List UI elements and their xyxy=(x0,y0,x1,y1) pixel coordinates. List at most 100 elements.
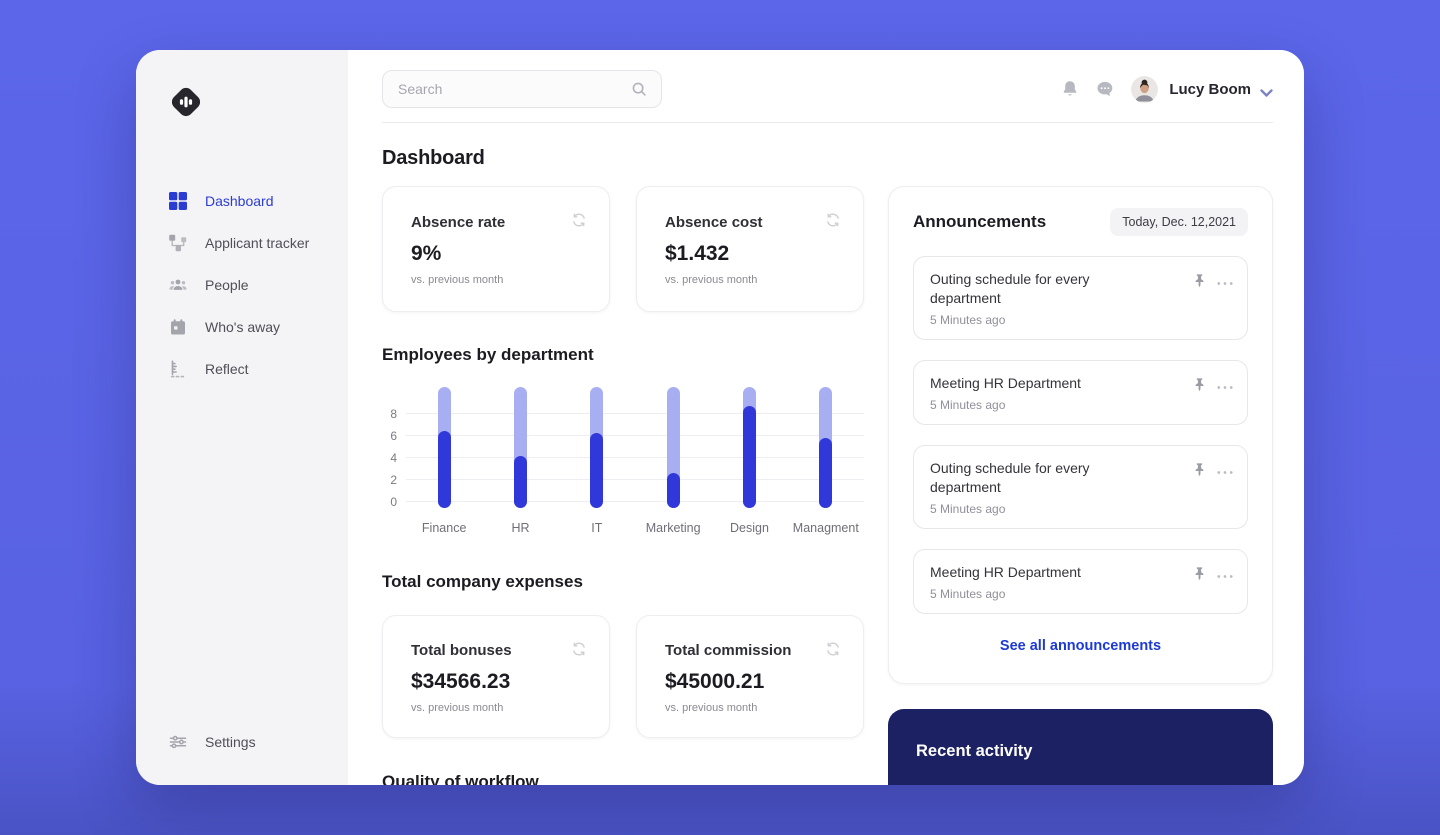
search-box xyxy=(382,70,662,108)
sidebar-item-dashboard[interactable]: Dashboard xyxy=(136,180,348,222)
sidebar-item-label: Applicant tracker xyxy=(205,235,310,251)
gridline xyxy=(406,435,864,436)
people-group-icon xyxy=(169,279,187,290)
stat-value: $34566.23 xyxy=(411,670,511,693)
chart-plot xyxy=(406,387,864,508)
sidebar-item-applicant-tracker[interactable]: Applicant tracker xyxy=(136,222,348,264)
pin-icon[interactable] xyxy=(1192,273,1207,288)
expenses-heading: Total company expenses xyxy=(382,572,583,591)
bar-track xyxy=(666,387,680,508)
messages-chat-icon[interactable] xyxy=(1095,79,1115,99)
stat-title: Absence rate xyxy=(411,214,506,231)
sidebar-item-whos-away[interactable]: Who's away xyxy=(136,306,348,348)
sitemap-icon xyxy=(169,234,187,252)
stat-caption: vs. previous month xyxy=(411,702,504,714)
user-avatar[interactable] xyxy=(1131,75,1159,103)
stat-title: Total bonuses xyxy=(411,642,512,659)
x-tick-label: Managment xyxy=(792,521,859,535)
bar-fill xyxy=(513,455,527,508)
more-options-icon[interactable] xyxy=(1217,569,1233,584)
workflow-heading: Quality of workflow xyxy=(382,772,539,785)
y-tick-label: 4 xyxy=(390,451,397,465)
sidebar-item-label: Who's away xyxy=(205,319,281,335)
bar-fill xyxy=(590,432,604,508)
sidebar-item-people[interactable]: People xyxy=(136,264,348,306)
announcement-text: Meeting HR Department 5 Minutes ago xyxy=(930,374,1192,412)
gridline xyxy=(406,501,864,502)
x-tick-label: IT xyxy=(591,521,603,535)
main-area: Lucy Boom Dashboard Absence rate xyxy=(348,50,1304,785)
search-icon[interactable] xyxy=(630,80,648,98)
bar-fill xyxy=(742,406,756,508)
announcement-title: Outing schedule for every department xyxy=(930,271,1090,306)
bar-track xyxy=(437,387,451,508)
y-tick-label: 0 xyxy=(390,495,397,509)
pin-icon[interactable] xyxy=(1192,377,1207,392)
more-options-icon[interactable] xyxy=(1217,276,1233,291)
announcement-title: Meeting HR Department xyxy=(930,564,1081,580)
x-tick-label: Finance xyxy=(421,521,467,535)
absence-cost-card: Absence cost $1.432 vs. previous month xyxy=(636,186,864,312)
pin-icon[interactable] xyxy=(1192,566,1207,581)
chevron-down-icon[interactable] xyxy=(1260,85,1273,97)
y-tick-label: 6 xyxy=(390,429,397,443)
announcements-title: Announcements xyxy=(913,212,1047,231)
announcement-item[interactable]: Outing schedule for every department 5 M… xyxy=(913,256,1248,340)
chart-bars xyxy=(406,387,864,508)
notifications-bell-icon[interactable] xyxy=(1060,79,1080,99)
announcement-item[interactable]: Meeting HR Department 5 Minutes ago xyxy=(913,549,1248,614)
sidebar-item-label: Dashboard xyxy=(205,193,274,209)
sidebar-item-label: Reflect xyxy=(205,361,249,377)
refresh-icon[interactable] xyxy=(825,641,841,657)
bar-fill xyxy=(819,438,833,508)
refresh-icon[interactable] xyxy=(571,641,587,657)
sliders-icon xyxy=(169,735,187,749)
page-title: Dashboard xyxy=(382,147,485,169)
y-tick-label: 8 xyxy=(390,407,397,421)
announcement-text: Outing schedule for every department 5 M… xyxy=(930,270,1192,327)
announcement-time: 5 Minutes ago xyxy=(930,587,1006,601)
chart-title: Employees by department xyxy=(382,345,594,364)
x-tick-label: Design xyxy=(730,521,769,535)
chart-xlabels: Finance HR IT Marketing Design Managment xyxy=(406,521,864,535)
pin-icon[interactable] xyxy=(1192,462,1207,477)
right-column: Announcements Today, Dec. 12,2021 Outing… xyxy=(888,186,1273,785)
refresh-icon[interactable] xyxy=(571,212,587,228)
bar-fill xyxy=(437,430,451,508)
announcements-panel: Announcements Today, Dec. 12,2021 Outing… xyxy=(888,186,1273,684)
app-window: Dashboard Applicant tracker xyxy=(136,50,1304,785)
bar-column xyxy=(406,387,482,508)
stat-title: Total commission xyxy=(665,642,792,659)
bar-fill xyxy=(666,473,680,508)
gridline xyxy=(406,479,864,480)
announcement-item[interactable]: Meeting HR Department 5 Minutes ago xyxy=(913,360,1248,425)
topbar-actions: Lucy Boom xyxy=(1045,75,1273,103)
sidebar-item-reflect[interactable]: Reflect xyxy=(136,348,348,390)
content: Absence rate 9% vs. previous month Absen… xyxy=(382,186,1273,785)
chart-body: 0 2 4 6 8 xyxy=(382,387,864,509)
total-commission-card: Total commission $45000.21 vs. previous … xyxy=(636,615,864,738)
stat-value: $1.432 xyxy=(665,242,730,265)
bar-column xyxy=(788,387,864,508)
stat-caption: vs. previous month xyxy=(411,274,504,286)
refresh-icon[interactable] xyxy=(825,212,841,228)
topbar: Lucy Boom xyxy=(382,70,1273,108)
more-options-icon[interactable] xyxy=(1217,465,1233,480)
user-name[interactable]: Lucy Boom xyxy=(1169,80,1251,98)
bar-track xyxy=(819,387,833,508)
stat-value: $45000.21 xyxy=(665,670,765,693)
bar-track xyxy=(742,387,756,508)
sidebar-item-settings[interactable]: Settings xyxy=(136,721,348,763)
sidebar-spacer xyxy=(136,390,348,721)
date-badge: Today, Dec. 12,2021 xyxy=(1110,208,1248,236)
y-tick-label: 2 xyxy=(390,473,397,487)
search-input[interactable] xyxy=(398,81,630,97)
bar-track xyxy=(590,387,604,508)
announcements-header: Announcements Today, Dec. 12,2021 xyxy=(913,208,1248,236)
gridline xyxy=(406,457,864,458)
bar-track xyxy=(513,387,527,508)
announcement-item[interactable]: Outing schedule for every department 5 M… xyxy=(913,445,1248,529)
see-all-announcements-link[interactable]: See all announcements xyxy=(999,638,1162,654)
more-options-icon[interactable] xyxy=(1217,380,1233,395)
stat-caption: vs. previous month xyxy=(665,702,758,714)
